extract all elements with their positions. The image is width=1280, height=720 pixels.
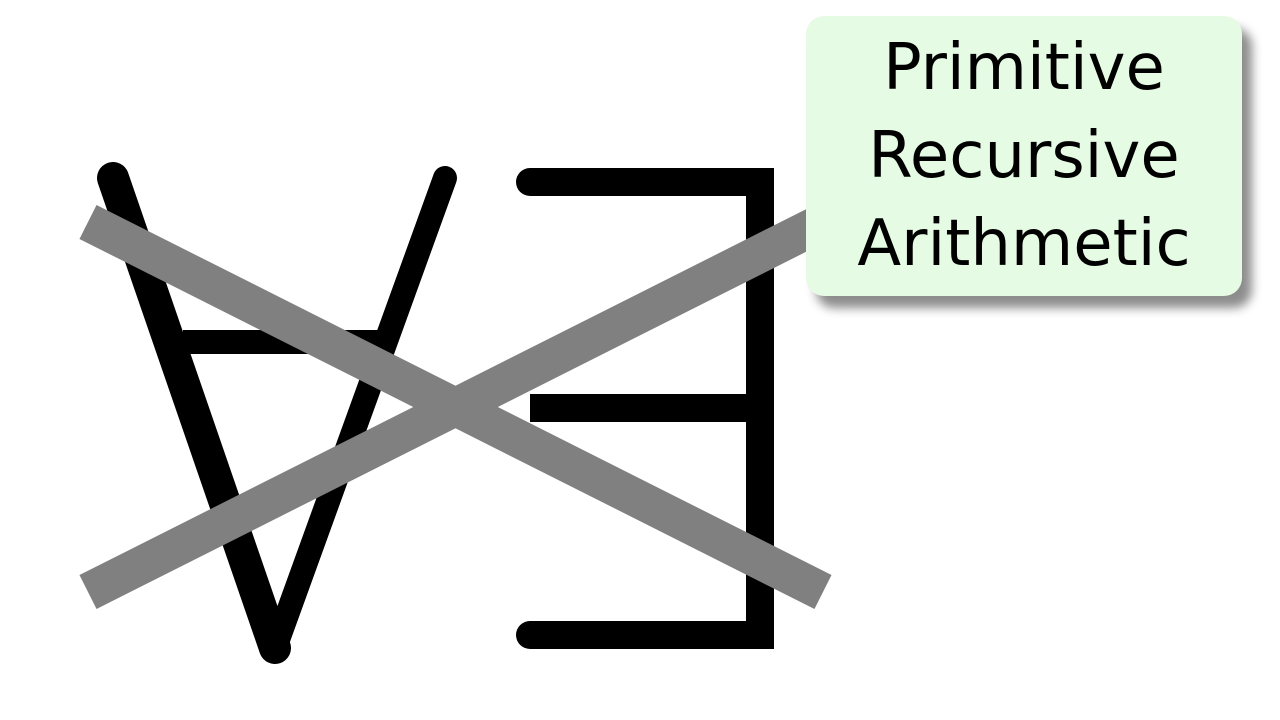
cross-out-icon (79, 205, 832, 609)
forall-right-stroke (263, 166, 457, 660)
label-line-arithmetic: Arithmetic (857, 207, 1191, 281)
label-line-recursive: Recursive (868, 119, 1180, 193)
cross-out-stroke-2 (79, 205, 832, 609)
exists-icon (516, 168, 774, 649)
label-line-primitive: Primitive (883, 31, 1165, 105)
label-box: Primitive Recursive Arithmetic (806, 16, 1242, 296)
